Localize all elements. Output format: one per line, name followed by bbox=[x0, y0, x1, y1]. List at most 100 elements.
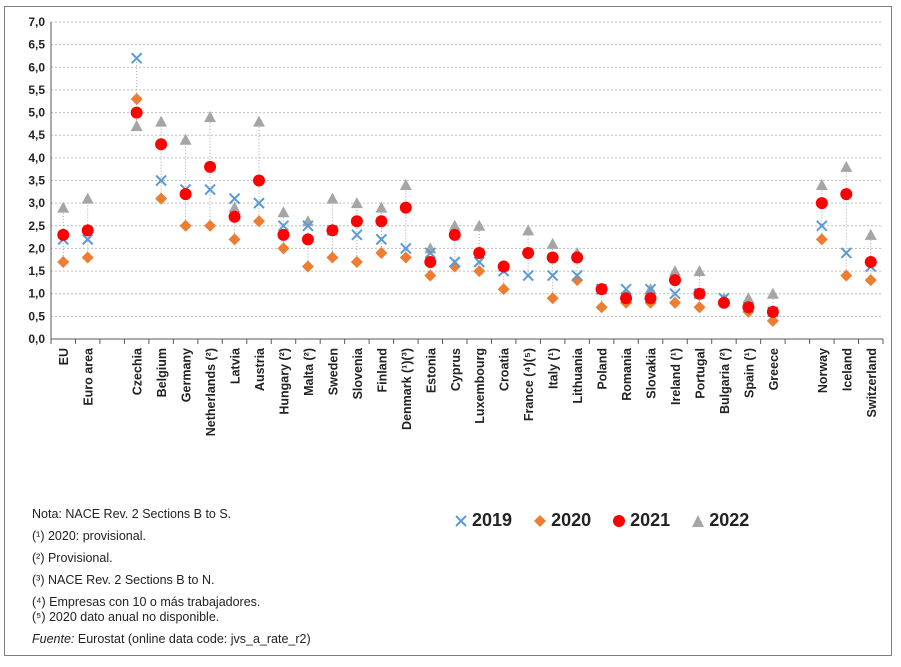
x-category-label: EU bbox=[57, 348, 71, 365]
point-2021 bbox=[204, 160, 217, 173]
point-2020 bbox=[326, 251, 339, 264]
y-tick-label: 5,5 bbox=[28, 83, 45, 97]
legend: 2019 2020 2021 2022 bbox=[454, 510, 765, 531]
point-2021 bbox=[840, 188, 853, 201]
point-2020 bbox=[204, 219, 217, 232]
x-category-label: Bulgaria (²) bbox=[718, 348, 732, 414]
point-2019 bbox=[669, 288, 681, 300]
x-category-label: Netherlands (²) bbox=[204, 348, 218, 436]
legend-item-2019: 2019 bbox=[454, 510, 512, 531]
note-nace: Nota: NACE Rev. 2 Sections B to S. bbox=[32, 507, 232, 521]
y-tick-label: 6,0 bbox=[28, 60, 45, 74]
point-2019 bbox=[644, 283, 657, 295]
x-category-label: Switzerland bbox=[865, 348, 879, 417]
source-text: Eurostat (online data code: jvs_a_rate_r… bbox=[74, 632, 311, 646]
point-2022 bbox=[473, 219, 486, 231]
legend-item-2021: 2021 bbox=[612, 510, 670, 531]
legend-item-2022: 2022 bbox=[691, 510, 749, 531]
x-category-label: Italy (¹) bbox=[547, 348, 561, 389]
point-2019 bbox=[375, 233, 388, 246]
y-tick-label: 7,0 bbox=[28, 15, 45, 29]
point-2021 bbox=[57, 228, 70, 241]
point-2022 bbox=[669, 265, 681, 277]
x-category-label: Slovenia bbox=[351, 347, 365, 399]
note-5: (⁵) 2020 dato anual no disponible. bbox=[32, 610, 220, 624]
point-2021 bbox=[717, 296, 730, 309]
point-2022 bbox=[155, 115, 168, 127]
note-1: (¹) 2020: provisional. bbox=[32, 529, 146, 543]
y-tick-label: 1,5 bbox=[28, 264, 45, 278]
point-2021 bbox=[253, 174, 265, 187]
legend-label-2019: 2019 bbox=[472, 510, 513, 530]
legend-label-2020: 2020 bbox=[551, 510, 592, 530]
figure-frame: 0,0 0,5 1,0 1,5 2,0 2,5 3,0 3,5 4,0 4,5 5,0 5,5 6,0 6… bbox=[4, 6, 892, 656]
point-2020 bbox=[155, 192, 168, 205]
point-2019 bbox=[155, 174, 167, 187]
x-category-label: Portugal bbox=[693, 348, 707, 399]
point-2020 bbox=[595, 301, 608, 314]
point-2020 bbox=[571, 274, 584, 287]
point-2021 bbox=[448, 228, 461, 241]
x-category-label: Euro area bbox=[82, 347, 96, 406]
point-2019 bbox=[228, 192, 241, 205]
point-2022 bbox=[130, 120, 143, 132]
point-2020 bbox=[277, 242, 290, 255]
point-2020 bbox=[497, 283, 510, 296]
point-2020 bbox=[669, 296, 681, 309]
point-2022 bbox=[546, 237, 559, 249]
y-tick-label: 6,5 bbox=[28, 38, 45, 52]
point-2019 bbox=[571, 269, 583, 282]
point-2021 bbox=[497, 260, 510, 273]
point-2022 bbox=[253, 115, 265, 127]
point-2022 bbox=[57, 201, 70, 213]
point-2021 bbox=[301, 233, 314, 246]
point-2021 bbox=[571, 251, 584, 264]
y-tick-label: 5,0 bbox=[28, 106, 45, 120]
x-category-label: Poland bbox=[596, 348, 610, 390]
point-2020 bbox=[424, 269, 437, 282]
y-tick-label: 1,0 bbox=[28, 287, 45, 301]
point-2022 bbox=[326, 192, 339, 204]
point-2020 bbox=[399, 251, 412, 264]
point-2019 bbox=[840, 247, 853, 259]
point-2019 bbox=[351, 229, 363, 241]
point-2020 bbox=[840, 269, 853, 282]
legend-label-2021: 2021 bbox=[630, 510, 671, 530]
point-2019 bbox=[81, 233, 94, 246]
point-2021 bbox=[546, 251, 559, 264]
point-2020 bbox=[179, 219, 192, 232]
x-category-label: Czechia bbox=[131, 347, 145, 395]
point-2022 bbox=[81, 192, 94, 204]
point-2020 bbox=[766, 314, 779, 327]
triangle-marker-icon bbox=[692, 515, 705, 527]
point-2021 bbox=[644, 292, 657, 305]
point-2022 bbox=[864, 228, 877, 240]
y-tick-label: 0,5 bbox=[28, 309, 45, 323]
point-2022 bbox=[693, 265, 706, 277]
point-2021 bbox=[620, 292, 633, 305]
y-tick-label: 4,0 bbox=[28, 151, 45, 165]
point-2022 bbox=[228, 201, 241, 213]
point-2021 bbox=[155, 138, 168, 151]
point-2020 bbox=[228, 233, 241, 246]
point-2021 bbox=[277, 228, 290, 241]
x-category-label: Greece bbox=[767, 348, 781, 390]
x-category-label: Norway bbox=[816, 348, 830, 393]
point-2022 bbox=[399, 179, 412, 191]
point-2019 bbox=[204, 183, 216, 196]
source-line: Fuente: Eurostat (online data code: jvs_… bbox=[32, 632, 311, 647]
y-tick-label: 0,0 bbox=[28, 332, 45, 346]
point-2019 bbox=[546, 269, 559, 282]
circle-marker-icon bbox=[613, 515, 626, 527]
diamond-marker-icon bbox=[534, 515, 547, 527]
source-label: Fuente: bbox=[32, 632, 75, 646]
point-2021 bbox=[399, 201, 412, 214]
point-2022 bbox=[179, 133, 192, 145]
point-2021 bbox=[766, 305, 779, 318]
x-category-label: Slovakia bbox=[645, 347, 659, 399]
point-2019 bbox=[302, 220, 314, 232]
point-2020 bbox=[253, 215, 265, 228]
x-category-label: France (⁴)(⁵) bbox=[522, 348, 536, 421]
point-2022 bbox=[840, 160, 853, 172]
point-2022 bbox=[277, 206, 290, 218]
